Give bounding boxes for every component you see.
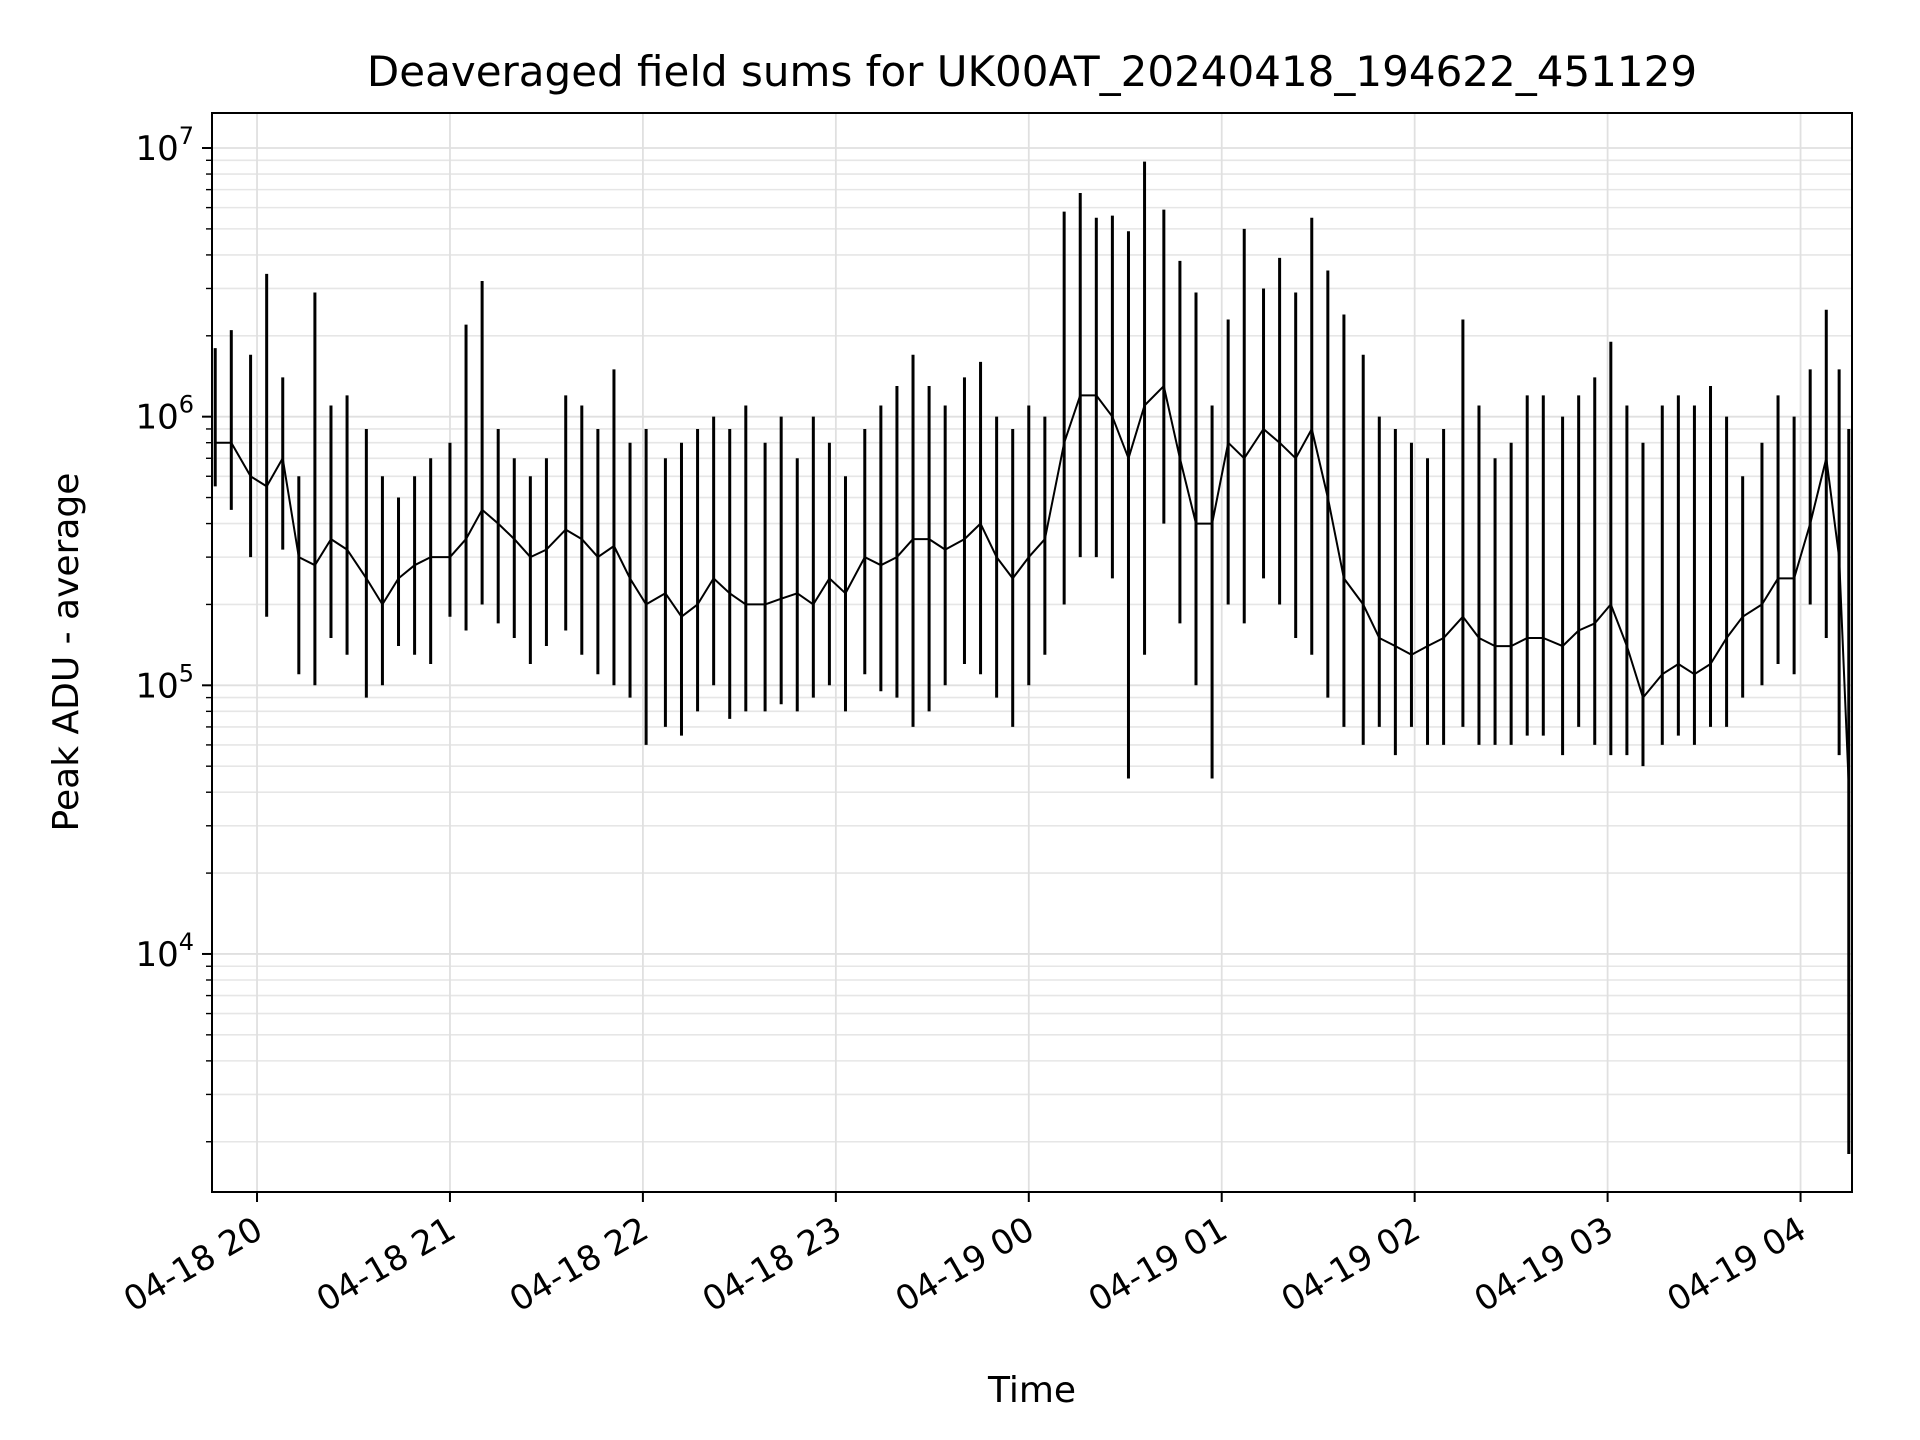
y-tick-label: 106 — [135, 391, 194, 438]
y-tick-label: 107 — [135, 122, 194, 169]
y-tick-label: 104 — [135, 928, 194, 975]
x-axis-label: Time — [987, 1370, 1076, 1411]
series-line — [215, 385, 1850, 787]
series-layer — [213, 161, 1851, 1155]
plot-frame — [211, 112, 1853, 1193]
y-axis-label: Peak ADU - average — [46, 473, 87, 832]
y-axis-ticks: 104 105 106 107 — [135, 122, 212, 1143]
chart-title: Deaveraged field sums for UK00AT_2024041… — [367, 47, 1697, 96]
y-tick-label: 105 — [135, 659, 194, 706]
